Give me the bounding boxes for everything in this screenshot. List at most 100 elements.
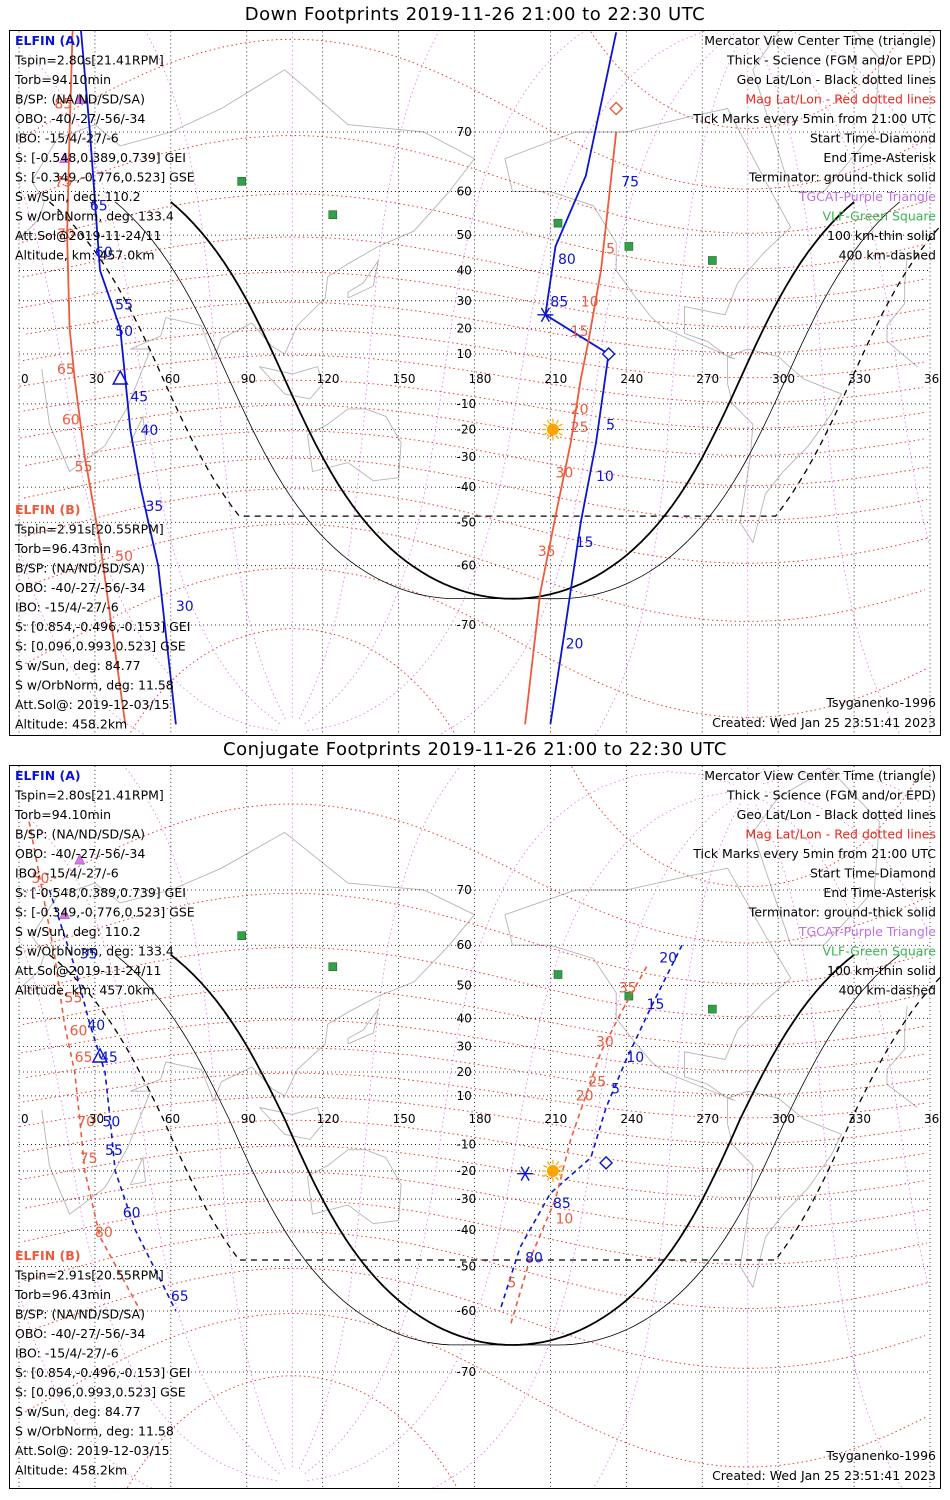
latitude-tick-label: -10 bbox=[457, 1138, 477, 1152]
coastline-outline bbox=[504, 107, 792, 360]
elfin-b-track-east bbox=[524, 131, 618, 725]
elfin-b-info-line: OBO: -40/-27/-56/-34 bbox=[15, 1326, 145, 1341]
mag-latitude-line bbox=[23, 457, 748, 521]
track-b-time-label: 60 bbox=[62, 412, 80, 428]
longitude-tick-label: 120 bbox=[317, 1112, 340, 1126]
latitude-tick-label: 30 bbox=[457, 294, 472, 308]
sun-ray bbox=[558, 1173, 563, 1177]
track-b-time-label: 35 bbox=[619, 981, 637, 997]
track-a-time-label: 40 bbox=[140, 423, 158, 439]
mag-latitude-line bbox=[26, 1047, 748, 1096]
legend-entry: Mag Lat/Lon - Red dotted lines bbox=[745, 827, 936, 842]
track-a-time-label: 80 bbox=[525, 1250, 543, 1266]
mag-longitude-line bbox=[19, 1295, 154, 1488]
elfin-a-label: ELFIN (A) bbox=[15, 768, 81, 783]
start-diamond-icon bbox=[609, 101, 624, 116]
track-b-time-label: 80 bbox=[95, 1225, 113, 1241]
longitude-tick-label: 60 bbox=[165, 372, 180, 386]
mag-longitude-line bbox=[27, 53, 280, 725]
track-b-time-label: 60 bbox=[70, 1024, 88, 1040]
track-a-time-label: 15 bbox=[576, 535, 594, 551]
elfin-b-info-line: Att.Sol@: 2019-12-03/15 bbox=[15, 697, 170, 712]
elfin-a-info-line: S w/Sun, deg: 110.2 bbox=[15, 189, 141, 204]
mag-longitude-line bbox=[307, 31, 709, 732]
elfin-a-info-line: S w/OrbNorm, deg: 133.4 bbox=[15, 209, 174, 224]
coastline-outline bbox=[904, 256, 908, 284]
elfin-b-info-line: Torb=96.43min bbox=[14, 1287, 111, 1302]
vlf-station-square-icon bbox=[553, 218, 563, 228]
track-a-time-label: 45 bbox=[100, 1050, 118, 1066]
track-b-time-label: 15 bbox=[571, 324, 589, 340]
track-b-time-label: 85 bbox=[54, 96, 72, 112]
mag-latitude-line bbox=[747, 1025, 927, 1046]
longitude-tick-label: 90 bbox=[241, 372, 256, 386]
track-a-time-label: 60 bbox=[123, 1205, 141, 1221]
elfin-a-info-line: Att.Sol@2019-11-24/11 bbox=[15, 963, 161, 978]
vlf-station-square-icon bbox=[708, 1004, 717, 1014]
track-a-time-label: 50 bbox=[115, 324, 133, 340]
track-a-time-label: 45 bbox=[130, 389, 148, 405]
elfin-a-info-line: B/SP: (NA/ND/SD/SA) bbox=[15, 827, 145, 842]
elfin-a-info-line: S: [-0.349,-0.776,0.523] GSE bbox=[15, 905, 195, 920]
terminator-100km-line bbox=[114, 201, 900, 600]
latitude-tick-label: -50 bbox=[457, 1259, 477, 1273]
down-footprints-map: 75 80 85 5 10 15 20 65 60 55 50 45 40 35 30 5 10 15 20 25 30… bbox=[9, 30, 941, 736]
legend-entry: Mercator View Center Time (triangle) bbox=[704, 768, 936, 783]
legend-entry: End Time-Asterisk bbox=[823, 885, 936, 900]
vlf-station-square-icon bbox=[237, 177, 246, 186]
coastline-outline bbox=[18, 69, 476, 473]
elfin-b-info-line: S: [0.096,0.993,0.523] GSE bbox=[15, 1385, 186, 1400]
track-b-time-label: 10 bbox=[555, 1212, 573, 1228]
start-diamond-icon bbox=[599, 1155, 614, 1170]
legend-entry: 100 km-thin solid bbox=[827, 963, 936, 978]
mag-latitude-line bbox=[24, 892, 748, 985]
elfin-a-conj-track-west bbox=[48, 889, 177, 1312]
longitude-tick-label: 0 bbox=[21, 372, 29, 386]
vlf-station-square-icon bbox=[237, 931, 246, 941]
sun-ray bbox=[546, 419, 550, 424]
mag-latitude-line bbox=[747, 1127, 924, 1144]
elfin-a-label: ELFIN (A) bbox=[15, 33, 81, 48]
track-a-time-label: 85 bbox=[553, 1196, 571, 1212]
sun-ray bbox=[543, 1164, 548, 1168]
tgcat-station-purple-triangle-icon bbox=[74, 853, 86, 865]
track-b-time-label: 20 bbox=[576, 1089, 594, 1105]
latitude-tick-label: 50 bbox=[457, 228, 472, 242]
mag-longitude-line bbox=[760, 797, 930, 1287]
longitude-tick-label: 120 bbox=[317, 372, 340, 386]
track-b-time-label: 75 bbox=[80, 1151, 98, 1167]
elfin-b-info-line: Att.Sol@: 2019-12-03/15 bbox=[15, 1443, 170, 1458]
latitude-tick-label: -40 bbox=[457, 480, 477, 494]
longitude-tick-label: 240 bbox=[620, 1112, 643, 1126]
elfin-b-info-line: IBO: -15/4/-27/-6 bbox=[15, 1346, 119, 1361]
mag-longitude-line bbox=[298, 766, 462, 1469]
legend-entry: Start Time-Diamond bbox=[810, 131, 936, 146]
page-title-conjugate: Conjugate Footprints 2019-11-26 21:00 to… bbox=[223, 739, 727, 760]
sun-ray bbox=[546, 1176, 550, 1181]
legend-entry: End Time-Asterisk bbox=[823, 150, 936, 165]
mag-latitude-line bbox=[747, 499, 928, 521]
mag-latitude-line bbox=[747, 1078, 930, 1096]
track-b-time-label: 35 bbox=[538, 544, 556, 560]
legend-entry: VLF-Green Square bbox=[822, 209, 936, 224]
elfin-b-info-line: S w/Sun, deg: 84.77 bbox=[15, 1404, 141, 1419]
mag-latitude-line bbox=[747, 1152, 928, 1171]
longitude-tick-label: 270 bbox=[696, 372, 719, 386]
elfin-a-info-line: Altitude, km: 457.0km bbox=[15, 983, 155, 998]
mag-longitude-line bbox=[754, 802, 903, 1488]
end-asterisk-icon bbox=[537, 307, 554, 323]
track-b-time-label: 5 bbox=[507, 1275, 516, 1291]
track-b-time-label: 70 bbox=[77, 1115, 95, 1131]
longitude-tick-label: 210 bbox=[544, 372, 567, 386]
elfin-b-info-line: OBO: -40/-27/-56/-34 bbox=[15, 580, 145, 595]
latitude-tick-label: 40 bbox=[457, 1011, 472, 1025]
end-asterisk-icon bbox=[517, 1166, 534, 1181]
elfin-b-info-line: Altitude: 458.2km bbox=[15, 1463, 127, 1478]
mag-latitude-line bbox=[747, 1208, 929, 1230]
coastline-outline bbox=[129, 1155, 146, 1186]
longitude-tick-label: 300 bbox=[772, 372, 795, 386]
mag-latitude-line bbox=[22, 236, 748, 300]
longitude-tick-label: 150 bbox=[393, 1112, 416, 1126]
latitude-tick-label: 70 bbox=[457, 883, 472, 897]
longitude-tick-label: 360 bbox=[924, 1112, 940, 1126]
